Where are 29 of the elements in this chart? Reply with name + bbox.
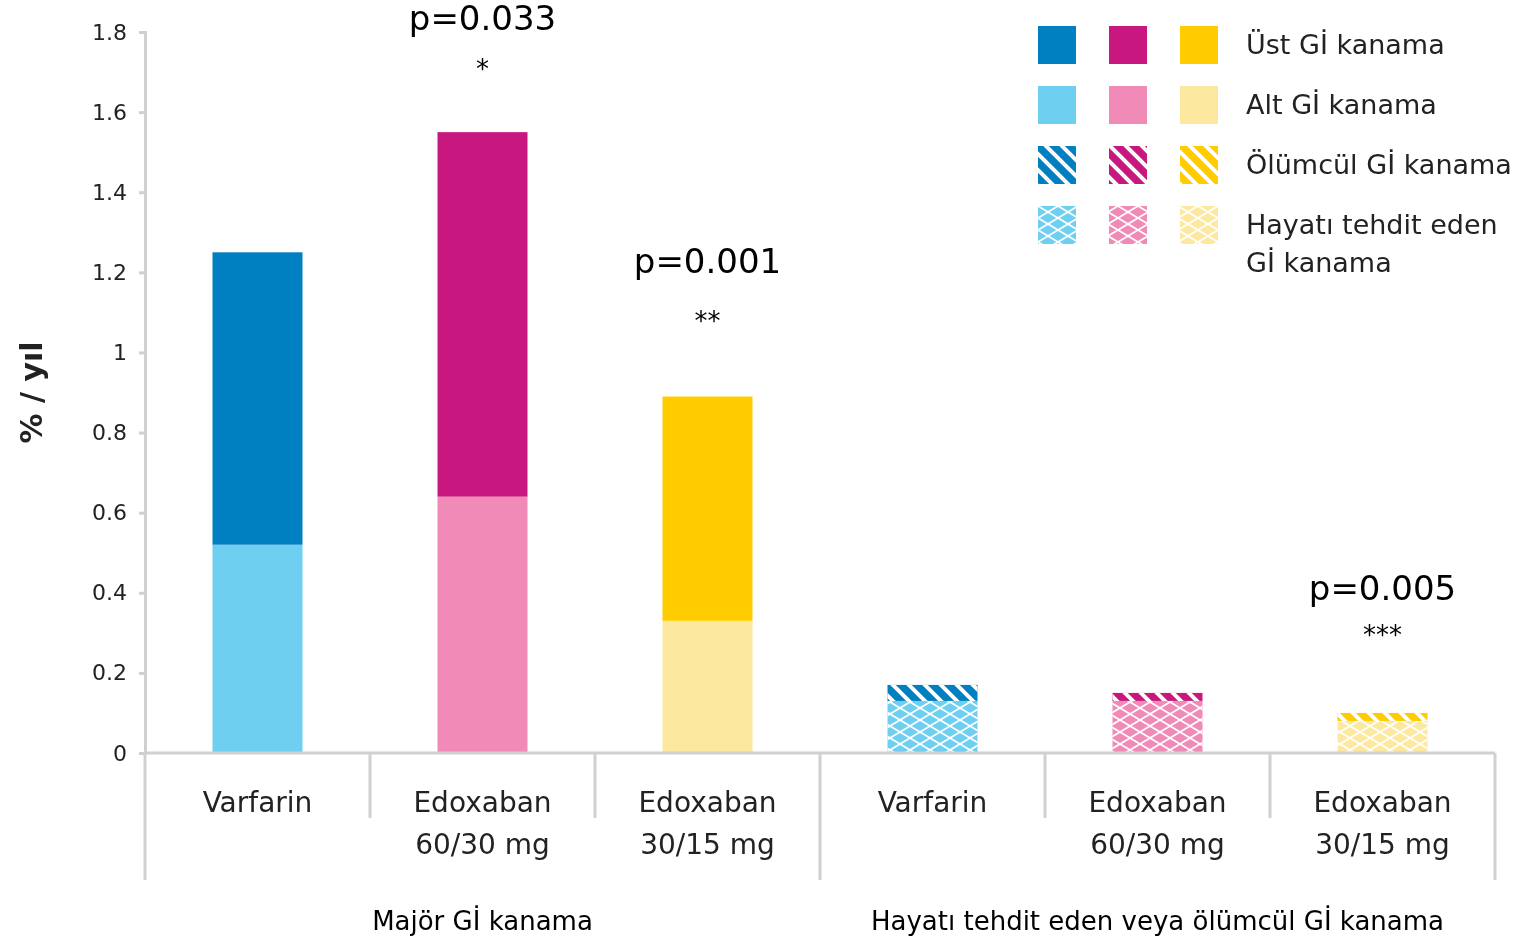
y-tick-label: 1.4 bbox=[92, 179, 127, 205]
x-tick-label: Edoxaban 30/15 mg bbox=[1313, 786, 1452, 861]
y-tick-label: 0.8 bbox=[92, 420, 127, 446]
y-tick-label: 1.6 bbox=[92, 99, 127, 125]
y-tick-label: 0.6 bbox=[92, 500, 127, 526]
legend-label: Alt Gİ kanama bbox=[1246, 89, 1437, 120]
annotation: p=0.001 bbox=[633, 240, 782, 281]
annotation: p=0.033 bbox=[408, 0, 557, 38]
y-tick-label: 0.2 bbox=[92, 660, 127, 686]
annotation: p=0.005 bbox=[1308, 567, 1457, 608]
y-tick-label: 1.2 bbox=[92, 259, 127, 285]
legend-label: Ölümcül Gİ kanama bbox=[1246, 149, 1512, 180]
y-tick-label: 0.4 bbox=[92, 580, 127, 606]
x-tick-label: Varfarin bbox=[877, 786, 988, 819]
x-tick-label: Edoxaban 60/30 mg bbox=[413, 786, 552, 861]
annotation: ** bbox=[694, 305, 721, 336]
y-tick-label: 1 bbox=[113, 339, 127, 365]
legend-label: Üst Gİ kanama bbox=[1246, 29, 1445, 60]
x-tick-label: Edoxaban 30/15 mg bbox=[638, 786, 777, 861]
x-tick-label: Varfarin bbox=[202, 786, 313, 819]
y-tick-label: 0 bbox=[113, 740, 127, 766]
text: Hayatı tehdit eden veya ölümcül Gİ kanama bbox=[870, 904, 1445, 936]
annotation: * bbox=[476, 53, 489, 84]
y-axis-title: % / yıl bbox=[14, 341, 49, 444]
x-tick-label: Edoxaban 60/30 mg bbox=[1088, 786, 1227, 861]
text: Majör Gİ kanama bbox=[372, 904, 593, 936]
y-tick-label: 1.8 bbox=[92, 19, 127, 45]
legend-label: Hayatı tehdit eden Gİ kanama bbox=[1246, 209, 1498, 278]
annotation: *** bbox=[1363, 619, 1402, 650]
